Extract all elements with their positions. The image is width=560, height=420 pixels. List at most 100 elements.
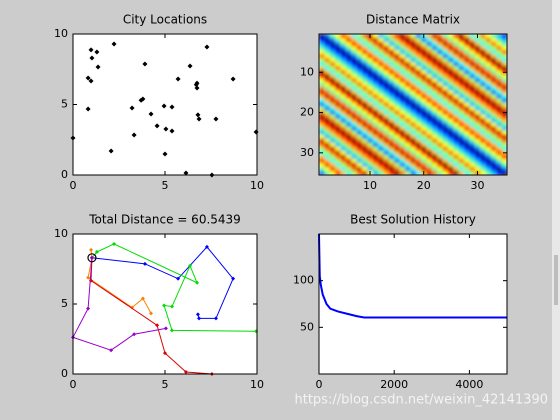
heatmap-cell [442, 122, 449, 128]
heatmap-cell [501, 126, 507, 132]
heatmap-cell [469, 50, 476, 55]
heatmap-cell [496, 66, 503, 71]
route-stop [176, 276, 181, 281]
heatmap-cell [319, 94, 325, 99]
heatmap-cell [372, 158, 379, 164]
heatmap-cell [361, 98, 368, 103]
heatmap-cell [399, 158, 406, 164]
heatmap-cell [367, 154, 374, 160]
heatmap-cell [426, 66, 433, 71]
heatmap-cell [404, 162, 411, 168]
heatmap-cell [335, 90, 341, 95]
heatmap-cell [388, 42, 395, 47]
heatmap-cell [388, 38, 395, 43]
heatmap-cell [431, 154, 438, 160]
heatmap-cell [372, 54, 379, 59]
heatmap-cell [431, 74, 438, 79]
heatmap-cell [335, 134, 341, 140]
heatmap-cell [426, 130, 433, 136]
heatmap-cell [367, 158, 374, 164]
heatmap-cell [383, 134, 390, 140]
heatmap-cell [378, 62, 384, 67]
heatmap-cell [340, 142, 347, 148]
heatmap-cell [356, 86, 363, 91]
route-stop [132, 332, 137, 337]
heatmap-cell [453, 74, 460, 79]
heatmap-cell [447, 154, 454, 160]
heatmap-cell [388, 94, 395, 99]
heatmap-cell [372, 142, 379, 148]
heatmap-cell [345, 150, 352, 156]
heatmap-cell [356, 70, 363, 75]
heatmap-cell [474, 134, 481, 140]
heatmap-cell [351, 146, 357, 152]
route-stop [231, 276, 236, 281]
heatmap-cell [345, 82, 352, 87]
heatmap-cell [496, 150, 503, 156]
heatmap-cell [372, 122, 379, 128]
heatmap-cell [394, 42, 400, 47]
heatmap-cell [442, 98, 449, 103]
heatmap-cell [324, 170, 331, 175]
heatmap-cell [356, 38, 363, 43]
heatmap-cell [426, 102, 433, 107]
heatmap-cell [410, 74, 417, 79]
heatmap-cell [437, 162, 443, 168]
heatmap-cell [361, 34, 368, 39]
heatmap-cell [324, 82, 331, 87]
heatmap-cell [469, 138, 476, 144]
heatmap-cell [426, 34, 433, 39]
heatmap-cell [388, 98, 395, 103]
route-stop [112, 241, 117, 246]
heatmap-cell [431, 138, 438, 144]
heatmap-cell [426, 58, 433, 63]
heatmap-cell [329, 34, 336, 39]
heatmap-cell [496, 142, 503, 148]
heatmap-cell [378, 66, 384, 71]
heatmap-cell [361, 162, 368, 168]
heatmap-cell [335, 50, 341, 55]
route-stop [94, 249, 99, 254]
heatmap-cell [340, 50, 347, 55]
heatmap-cell [485, 130, 492, 136]
heatmap-cell [356, 122, 363, 128]
heatmap-cell [464, 138, 470, 144]
heatmap-cell [496, 98, 503, 103]
heatmap-cell [394, 38, 400, 43]
heatmap-cell [426, 170, 433, 175]
heatmap-cell [415, 58, 422, 63]
heatmap-cell [361, 62, 368, 67]
heatmap-cell [480, 150, 486, 156]
route-stop [86, 275, 91, 280]
heatmap-cell [335, 78, 341, 83]
heatmap-cell [431, 102, 438, 107]
heatmap-cell [485, 94, 492, 99]
heatmap-cell [319, 130, 325, 136]
heatmap-cell [458, 54, 465, 59]
heatmap-cell [421, 90, 427, 95]
heatmap-cell [501, 122, 507, 128]
route-stop [204, 244, 209, 249]
heatmap-cell [383, 38, 390, 43]
heatmap-cell [329, 134, 336, 140]
heatmap-cell [469, 78, 476, 83]
heatmap-cell [426, 74, 433, 79]
heatmap-cell [447, 158, 454, 164]
heatmap-cell [421, 130, 427, 136]
heatmap-cell [415, 102, 422, 107]
heatmap-cell [410, 150, 417, 156]
heatmap-cell [388, 162, 395, 168]
heatmap-cell [335, 150, 341, 156]
heatmap-cell [447, 114, 454, 119]
city-marker [148, 111, 154, 117]
heatmap-cell [340, 150, 347, 156]
heatmap-cell [340, 114, 347, 119]
heatmap-cell [469, 166, 476, 172]
heatmap-cell [410, 42, 417, 47]
heatmap-cell [426, 42, 433, 47]
heatmap-cell [335, 66, 341, 71]
heatmap-cell [324, 54, 331, 59]
heatmap-cell [329, 90, 336, 95]
heatmap-cell [447, 142, 454, 148]
heatmap-cell [421, 54, 427, 59]
